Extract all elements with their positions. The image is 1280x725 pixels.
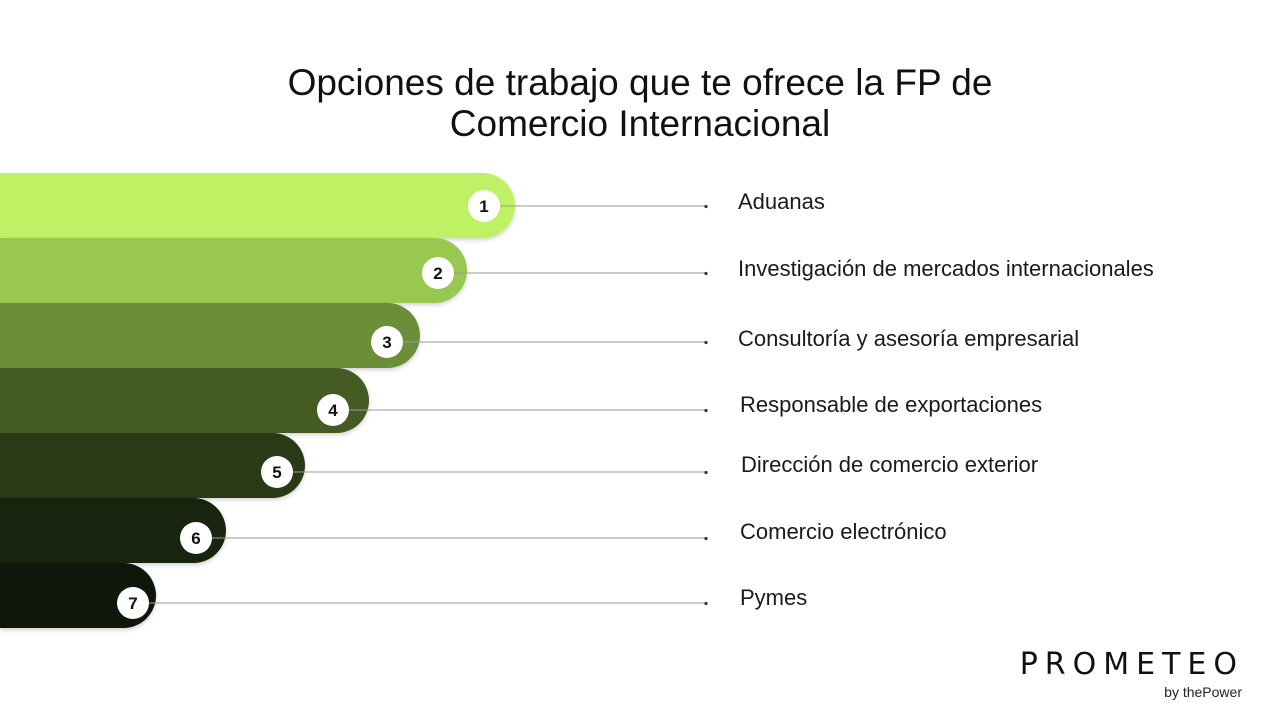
prometeo-logo: PROMETEO by thePower bbox=[1019, 647, 1244, 701]
page-title: Opciones de trabajo que te ofrece la FP … bbox=[0, 62, 1280, 144]
title-line-1: Opciones de trabajo que te ofrece la FP … bbox=[287, 62, 993, 103]
option-label-6: Comercio electrónico bbox=[740, 519, 947, 544]
connector-dot-7 bbox=[704, 601, 708, 606]
number-badge-3 bbox=[371, 326, 403, 358]
option-band-3 bbox=[0, 303, 420, 368]
title-line-2: Comercio Internacional bbox=[449, 103, 831, 144]
option-label-5: Dirección de comercio exterior bbox=[741, 452, 1038, 477]
number-text-4: 4 bbox=[328, 401, 338, 420]
number-text-1: 1 bbox=[479, 197, 488, 216]
markers-group: 1 Aduanas 2 Investigación de mercados inter… bbox=[117, 189, 1154, 619]
option-band-6 bbox=[0, 498, 226, 563]
number-badge-2 bbox=[422, 257, 454, 289]
connector-dot-2 bbox=[704, 271, 708, 276]
number-badge-1 bbox=[468, 190, 500, 222]
number-text-5: 5 bbox=[272, 463, 281, 482]
connector-dot-5 bbox=[704, 470, 708, 475]
option-label-4: Responsable de exportaciones bbox=[740, 392, 1042, 417]
option-band-1 bbox=[0, 173, 515, 238]
logo-tagline: by thePower bbox=[1164, 684, 1242, 700]
number-badge-4 bbox=[317, 394, 349, 426]
option-label-2: Investigación de mercados internacionale… bbox=[738, 256, 1154, 281]
number-text-2: 2 bbox=[433, 264, 442, 283]
option-label-7: Pymes bbox=[740, 585, 807, 610]
option-label-1: Aduanas bbox=[738, 189, 825, 214]
option-label-3: Consultoría y asesoría empresarial bbox=[738, 326, 1079, 351]
number-badge-5 bbox=[261, 456, 293, 488]
option-band-2 bbox=[0, 238, 467, 303]
connector-dot-4 bbox=[704, 408, 708, 413]
number-badge-6 bbox=[180, 522, 212, 554]
number-text-3: 3 bbox=[382, 333, 391, 352]
connector-dot-3 bbox=[704, 340, 708, 345]
bands-group bbox=[0, 173, 515, 628]
option-band-5 bbox=[0, 433, 305, 498]
logo-wordmark: PROMETEO bbox=[1019, 647, 1244, 682]
number-text-6: 6 bbox=[191, 529, 200, 548]
number-badge-7 bbox=[117, 587, 149, 619]
option-band-7 bbox=[0, 563, 156, 628]
number-text-7: 7 bbox=[128, 594, 137, 613]
option-band-4 bbox=[0, 368, 369, 433]
connector-dot-1 bbox=[704, 204, 708, 209]
connector-dot-6 bbox=[704, 536, 708, 541]
